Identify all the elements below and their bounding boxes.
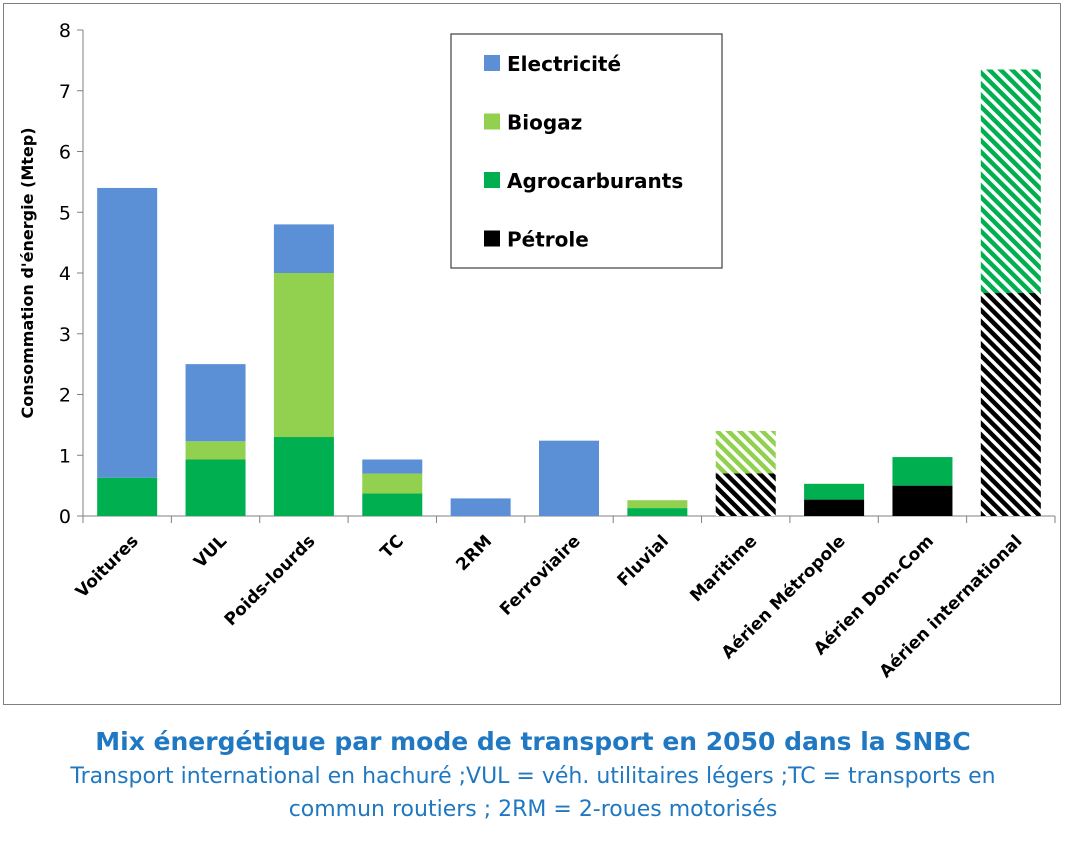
bar-vul-agrocarburants	[185, 459, 246, 516]
legend-swatch-biogaz	[484, 113, 500, 130]
x-category-label: Fluvial	[614, 531, 673, 590]
y-tick-label: 2	[59, 385, 71, 407]
bar-maritime-biogaz	[715, 430, 776, 474]
legend-label-agrocarburants: Agrocarburants	[507, 169, 683, 193]
legend-swatch-petrole	[484, 230, 500, 247]
bar-poids-lourds-biogaz	[273, 273, 334, 438]
bar-2rm-electricite	[450, 498, 511, 516]
x-category-label: VUL	[190, 531, 231, 572]
bar-vul-electricite	[185, 364, 246, 442]
y-tick-label: 6	[59, 142, 71, 164]
x-category-label: Aérien international	[876, 531, 1027, 682]
bar-aerien-international-petrole	[980, 293, 1041, 516]
x-category-label: Voitures	[72, 531, 143, 602]
figure-caption-title: Mix énergétique par mode de transport en…	[95, 727, 971, 756]
bar-aerien-metropole-agrocarburants	[804, 483, 865, 500]
y-tick-label: 3	[59, 324, 71, 346]
legend-swatch-agrocarburants	[484, 172, 500, 188]
bar-voitures-agrocarburants	[97, 477, 158, 516]
bar-tc-electricite	[362, 459, 423, 474]
bar-tc-biogaz	[362, 473, 423, 494]
y-tick-label: 7	[59, 81, 71, 103]
bar-aerien-metropole-petrole	[804, 499, 865, 516]
bar-aerien-international-agrocarburants	[980, 69, 1041, 294]
bar-aerien-dom-com-petrole	[892, 485, 953, 516]
legend-box	[450, 33, 723, 269]
legend-label-biogaz: Biogaz	[507, 111, 582, 135]
bar-poids-lourds-electricite	[273, 224, 334, 273]
bar-ferroviaire-electricite	[539, 440, 599, 516]
bar-vul-biogaz	[185, 441, 246, 460]
bar-fluvial-agrocarburants	[627, 508, 688, 516]
y-tick-label: 0	[59, 506, 71, 528]
bar-fluvial-biogaz	[627, 500, 688, 509]
stacked-bar-chart: 0 1 2 3 4 5 6 7 8 Consommation d'énergie (Mtep) Vo…	[18, 20, 1056, 682]
legend-swatch-electricite	[484, 55, 500, 71]
figure-caption-line-1: Transport international en hachuré ;VUL …	[70, 764, 996, 789]
legend-label-petrole: Pétrole	[507, 228, 589, 252]
x-category-label: Ferroviaire	[496, 531, 584, 619]
bar-aerien-dom-com-agrocarburants	[892, 457, 953, 486]
figure-caption-line-2: commun routiers ; 2RM = 2-roues motorisé…	[288, 797, 778, 822]
y-axis-title: Consommation d'énergie (Mtep)	[18, 127, 37, 418]
x-category-label: 2RM	[452, 531, 496, 575]
bar-poids-lourds-agrocarburants	[273, 437, 334, 516]
legend-label-electricite: Electricité	[507, 52, 621, 76]
y-tick-label: 5	[59, 202, 71, 224]
bar-voitures-electricite	[97, 187, 158, 478]
y-tick-label: 4	[59, 263, 71, 285]
x-category-label: Poids-lourds	[221, 531, 320, 630]
bar-maritime-petrole	[715, 473, 776, 516]
bar-tc-agrocarburants	[362, 493, 423, 516]
x-category-label: Maritime	[686, 531, 761, 606]
legend: Electricité Biogaz Agrocarburants Pétrole	[450, 33, 723, 269]
y-tick-label: 1	[59, 445, 71, 467]
x-category-label: TC	[377, 531, 408, 562]
y-tick-label: 8	[59, 20, 71, 42]
